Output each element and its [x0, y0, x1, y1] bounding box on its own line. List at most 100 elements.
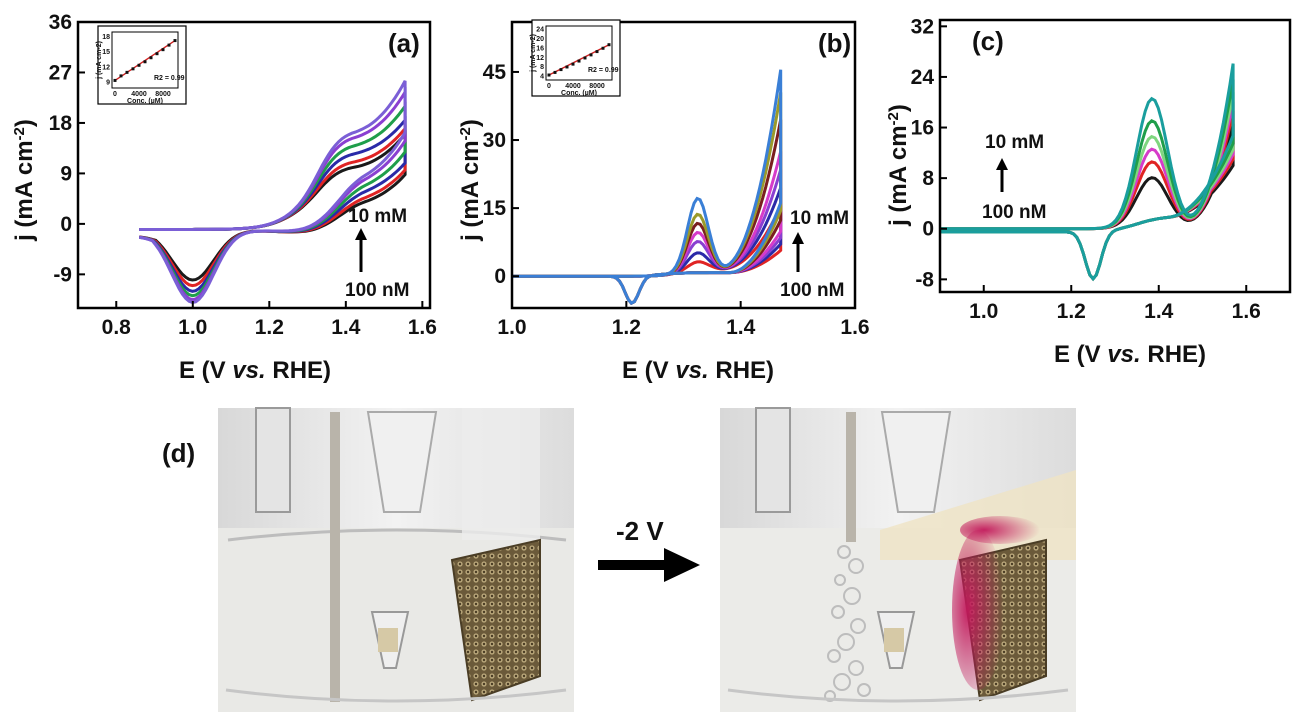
chart-c-xtick-label-0: 1.0 — [969, 300, 998, 323]
chart-b-inset-ytick-label-2: 12 — [536, 55, 544, 62]
chart-a-xtick-label-2: 1.2 — [255, 316, 284, 339]
chart-a-inset-ytick-label-1: 12 — [102, 64, 110, 71]
chart-b-xtick-label-1: 1.2 — [612, 316, 641, 339]
chart-a-series-line-5 — [138, 80, 407, 305]
chart-b-inset-point-7 — [589, 53, 593, 57]
chart-a-inset-ytick-label-2: 15 — [102, 49, 110, 56]
chart-a-inset-ylabel: j (mA cm-2) — [96, 41, 103, 80]
chart-b-inset-frame — [545, 25, 613, 81]
chart-b-inset-point-8 — [595, 50, 599, 54]
chart-a-inset-point-9 — [167, 43, 171, 47]
chart-a-inset-xtick-label-1: 4000 — [131, 91, 147, 98]
chart-b-inset-point-1 — [553, 70, 557, 74]
chart-c-series-line-2 — [940, 101, 1235, 282]
chart-c-xtick-label-2: 1.4 — [1144, 300, 1174, 323]
chart-a-annot-top: 10 mM — [348, 206, 407, 227]
chart-b-inset-point-0 — [547, 73, 551, 77]
chart-a-inset-point-6 — [149, 56, 153, 60]
chart-a-xtick-label-4: 1.6 — [408, 316, 437, 339]
chart-c-panel-label: (c) — [972, 26, 1004, 56]
chart-b-annot-top: 10 mM — [790, 208, 849, 229]
chart-b-xtick-label-0: 1.0 — [497, 316, 526, 339]
chart-a-inset-point-8 — [161, 48, 165, 52]
chart-a-xlabel: E (V vs. RHE) — [179, 357, 331, 384]
chart-b-inset-point-5 — [577, 59, 581, 63]
chart-a-inset-point-3 — [131, 67, 135, 71]
chart-a-ytick-label-4: 27 — [49, 61, 72, 84]
chart-b-xtick-label-3: 1.6 — [840, 316, 869, 339]
chart-panel-a: j (mA cm-2) E (V vs. RHE) (a) 10 mM 100 … — [11, 11, 437, 384]
photo-after — [720, 407, 1076, 712]
gas-bubbles — [824, 545, 871, 702]
chart-c-annot-top: 10 mM — [985, 132, 1044, 153]
chart-b-inset-point-2 — [559, 68, 563, 72]
chart-b-inset-point-4 — [571, 62, 575, 66]
chart-c-ytick-label-1: 0 — [922, 218, 934, 241]
chart-b-annot-bottom: 100 nM — [780, 280, 844, 301]
chart-b-inset-xtick-label-0: 0 — [547, 83, 551, 90]
chart-b-plot-frame — [510, 20, 857, 310]
chart-a-inset-xtick-label-0: 0 — [113, 91, 117, 98]
chart-c-arrow — [996, 158, 1008, 192]
chart-b-inset-point-10 — [607, 43, 611, 47]
chart-b-inset-ylabel: j (mA cm-2) — [530, 34, 537, 73]
chart-a-inset-point-0 — [113, 78, 117, 82]
chart-a-xtick-label-3: 1.4 — [331, 316, 361, 339]
chart-a-xtick-label-0: 0.8 — [102, 316, 132, 339]
chart-a-inset-ytick-label-3: 18 — [102, 34, 110, 41]
chart-c-ytick-label-5: 32 — [911, 15, 934, 38]
chart-b-ytick-label-1: 15 — [483, 197, 507, 220]
chart-a-ylabel: j (mA cm-2) — [11, 119, 39, 242]
chart-a-inset-ytick-label-0: 9 — [106, 79, 110, 86]
chart-c-xtick-label-3: 1.6 — [1232, 300, 1261, 323]
pink-deposit — [952, 530, 1004, 690]
chart-b-inset-point-9 — [601, 46, 605, 50]
foam-electrode-before — [450, 538, 541, 702]
wire-electrode-before — [330, 412, 340, 702]
photo-panel-d: (d) -2 V — [162, 407, 1076, 712]
chart-b-inset-ytick-label-3: 16 — [536, 45, 544, 52]
chart-a-inset-point-10 — [173, 39, 177, 43]
chart-a-series-group — [138, 80, 407, 305]
chart-b-inset-border — [531, 19, 621, 97]
chart-b-inset-ytick-label-0: 4 — [540, 74, 544, 81]
chart-panel-c: j (mA cm-2) E (V vs. RHE) (c) 10 mM 100 … — [885, 15, 1292, 368]
chart-b-ytick-label-0: 0 — [494, 265, 506, 288]
chart-c-ytick-label-2: 8 — [922, 167, 934, 190]
chart-a-inset-xtick-label-2: 8000 — [155, 91, 171, 98]
chart-a-inset-point-5 — [143, 60, 147, 64]
chart-a-ytick-label-1: 0 — [60, 213, 72, 236]
chart-c-series-group — [940, 63, 1235, 282]
chart-a-annot-bottom: 100 nM — [345, 280, 409, 301]
chart-c-ylabel: j (mA cm-2) — [885, 104, 913, 227]
chart-a-panel-label: (a) — [388, 28, 420, 58]
chart-a-inset-point-4 — [137, 63, 141, 67]
chart-b-series-line-2 — [512, 169, 783, 305]
chart-b-series-line-6 — [512, 69, 783, 305]
chart-c-series-line-1 — [940, 110, 1235, 282]
chart-a-ytick-label-2: 9 — [60, 162, 72, 185]
chart-a-inset-point-1 — [119, 74, 123, 78]
chart-c-ytick-label-3: 16 — [911, 117, 934, 140]
chart-a-ytick-label-5: 36 — [49, 11, 72, 34]
chart-a-ytick-label-0: -9 — [53, 263, 72, 286]
chart-a-plot-frame — [76, 20, 432, 310]
chart-b-inset-ytick-label-5: 24 — [536, 26, 544, 33]
chart-c-xtick-label-1: 1.2 — [1057, 300, 1086, 323]
chart-panel-b: j (mA cm-2) E (V vs. RHE) (b) 10 mM 100 … — [457, 19, 870, 384]
chart-c-plot-frame — [938, 18, 1292, 294]
chart-b-arrow — [792, 232, 804, 272]
chart-b-series-group — [512, 69, 783, 305]
chart-c-series-line-5 — [940, 63, 1235, 282]
chart-b-panel-label: (b) — [818, 28, 851, 58]
chart-c-xlabel: E (V vs. RHE) — [1054, 341, 1206, 368]
chart-a-ytick-label-3: 18 — [49, 112, 73, 135]
chart-a-inset-border — [97, 25, 187, 105]
chart-b-xtick-label-2: 1.4 — [726, 316, 756, 339]
chart-c-series-line-4 — [940, 79, 1235, 282]
chart-c-ytick-label-4: 24 — [911, 66, 935, 89]
chart-b-ytick-label-2: 30 — [483, 129, 506, 152]
chart-b-inset-ytick-label-1: 8 — [540, 64, 544, 71]
chart-b-inset-point-6 — [583, 56, 587, 60]
chart-b-inset: 0 4000 8000 4 8 12 16 20 24 Conc. (µM) j (mA cm-2)… — [530, 19, 621, 97]
